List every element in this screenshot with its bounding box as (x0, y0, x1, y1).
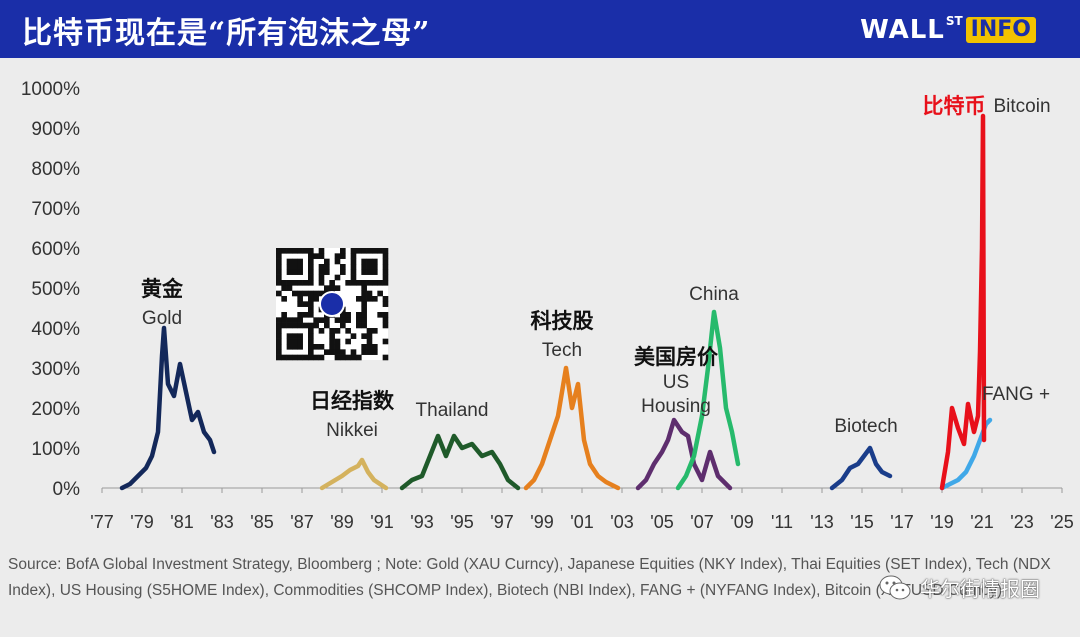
series-line-biotech (829, 445, 893, 491)
x-tick-label: '85 (250, 512, 273, 532)
series-label: US (663, 372, 689, 393)
brand-info-text: INFO (965, 17, 1036, 43)
brand-logo: WALL ST INFO (860, 14, 1036, 46)
x-tick-label: '25 (1050, 512, 1073, 532)
x-tick-label: '79 (130, 512, 153, 532)
y-tick-label: 300% (31, 359, 80, 380)
wechat-icon (879, 575, 911, 599)
chart-area: 0% 100% 200% 300% 400% 500% 600% 700% 800% 900% 10… (0, 62, 1080, 542)
x-tick-label: '13 (810, 512, 833, 532)
x-tick-label: '11 (771, 512, 793, 532)
x-tick-label: '97 (490, 512, 513, 532)
x-tick-label: '17 (890, 512, 913, 532)
series-label: Bitcoin (993, 96, 1050, 117)
x-tick-label: '83 (210, 512, 233, 532)
y-tick-label: 1000% (21, 79, 80, 100)
x-tick-label: '19 (930, 512, 953, 532)
series-line-nikkei (319, 457, 389, 491)
x-tick-label: '89 (330, 512, 353, 532)
x-tick-label: '77 (90, 512, 113, 532)
x-tick-label: '15 (850, 512, 873, 532)
series-label-cn: 科技股 (531, 308, 594, 333)
series-line-tech (523, 365, 621, 491)
series-line-china (675, 309, 741, 491)
y-tick-label: 700% (31, 199, 80, 220)
series-label: Nikkei (326, 420, 378, 441)
y-tick-label: 0% (53, 479, 81, 500)
x-tick-label: '95 (450, 512, 473, 532)
series-label: FANG + (982, 384, 1050, 405)
header-banner: 比特币现在是“所有泡沫之母” WALL ST INFO (0, 0, 1080, 58)
series-label: Housing (641, 396, 711, 417)
watermark-text: 华尔街情报圈 (920, 577, 1040, 601)
x-tick-label: '87 (290, 512, 313, 532)
x-tick-label: '09 (730, 512, 753, 532)
series-label-cn: 黄金 (141, 276, 184, 301)
x-tick-label: '99 (530, 512, 553, 532)
series-line-gold (119, 325, 217, 491)
x-tick-label: '23 (1010, 512, 1033, 532)
series-label: Tech (542, 340, 582, 361)
x-tick-label: '81 (170, 512, 193, 532)
series-label-cn: 日经指数 (310, 388, 395, 413)
x-tick-label: '03 (610, 512, 633, 532)
y-tick-label: 500% (31, 279, 80, 300)
brand-st-text: ST (945, 14, 963, 28)
y-tick-label: 800% (31, 159, 80, 180)
x-tick-label: '07 (690, 512, 713, 532)
x-tick-label: '91 (370, 512, 393, 532)
series-label-cn: 比特币 (923, 93, 986, 118)
series-label: Gold (142, 308, 182, 329)
series-line-us-housing (635, 417, 733, 491)
y-tick-label: 100% (31, 439, 80, 460)
y-tick-label: 200% (31, 399, 80, 420)
series-label: China (689, 284, 739, 305)
x-tick-label: '21 (970, 512, 993, 532)
x-tick-label: '93 (410, 512, 433, 532)
series-label-cn: 美国房价 (634, 344, 719, 369)
watermark: 华尔街情报圈 (878, 573, 1040, 602)
y-tick-label: 600% (31, 239, 80, 260)
brand-wall-text: WALL (860, 15, 945, 45)
series-line-bitcoin (939, 113, 987, 491)
bubble-chart: 0% 100% 200% 300% 400% 500% 600% 700% 800% 900% 10… (21, 79, 1074, 532)
y-tick-label: 900% (31, 119, 80, 140)
qr-code (276, 248, 389, 361)
y-tick-label: 400% (31, 319, 80, 340)
x-tick-label: '05 (650, 512, 673, 532)
page-title: 比特币现在是“所有泡沫之母” (22, 16, 431, 51)
x-tick-label: '01 (570, 512, 593, 532)
series-label: Thailand (416, 400, 489, 421)
series-label: Biotech (834, 416, 897, 437)
source-note: Source: BofA Global Investment Strategy,… (8, 556, 1051, 599)
series-line-thailand (399, 433, 521, 491)
